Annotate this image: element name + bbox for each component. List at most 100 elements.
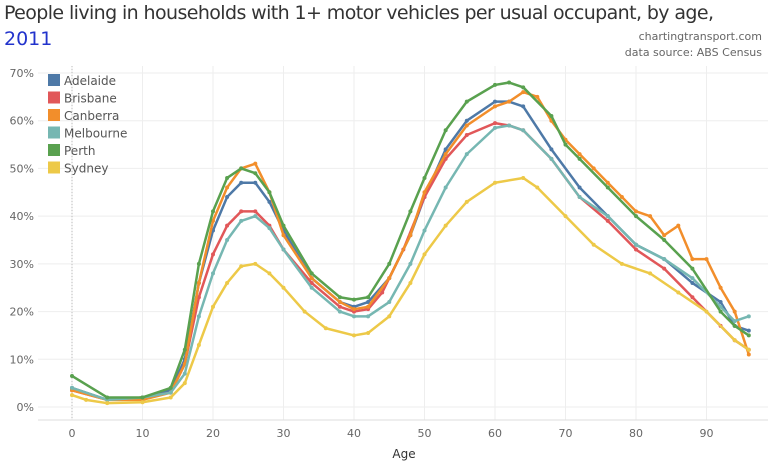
data-point [718,309,723,314]
data-point [352,333,356,338]
x-axis-label: Age [392,447,415,461]
data-point [211,252,215,257]
chart-title: People living in households with 1+ moto… [4,2,714,24]
y-tick-label: 10% [10,353,34,366]
data-point [634,242,638,247]
data-point [422,175,427,180]
x-tick-label: 50 [418,427,432,440]
series-line-canberra [71,90,750,402]
legend-label: Perth [64,144,95,158]
data-point [521,175,526,180]
data-point [521,90,526,95]
data-point [196,261,201,266]
x-tick-label: 70 [559,427,573,440]
data-point [225,280,230,285]
data-point [366,295,371,300]
data-point [443,185,448,190]
data-point [302,309,307,314]
series-line-perth [71,81,750,399]
data-point [563,142,568,147]
data-point [211,209,215,214]
data-point [211,218,215,223]
data-point [422,228,427,233]
data-point [366,331,371,336]
x-tick-label: 60 [488,427,502,440]
data-point [676,223,681,228]
data-point [366,304,371,309]
data-point [718,285,723,290]
data-point [634,214,638,219]
x-tick-label: 40 [347,427,361,440]
y-tick-label: 50% [10,162,34,175]
x-tick-label: 90 [700,427,714,440]
data-point [253,261,258,266]
data-point [746,347,751,352]
data-point [746,314,751,319]
y-tick-label: 20% [10,306,34,319]
data-point [267,199,272,204]
data-point [352,297,356,302]
data-point [619,195,624,200]
data-point [225,238,230,242]
x-tick-label: 10 [136,427,150,440]
data-point [746,328,751,333]
data-point [239,209,244,214]
data-point [443,147,448,152]
y-tick-label: 40% [10,210,34,223]
data-point [422,190,427,195]
data-point [535,94,540,99]
data-point [239,166,244,171]
data-point [225,195,230,200]
data-point [366,300,371,305]
data-point [168,395,173,400]
data-point [704,257,709,262]
data-point [577,156,582,161]
y-tick-label: 70% [10,67,34,80]
data-point [521,85,526,90]
data-point [648,214,653,219]
data-point [309,276,314,281]
data-point [352,307,356,312]
data-point [464,133,469,138]
data-point [746,352,751,357]
data-point [464,152,469,157]
data-point [634,209,638,214]
data-point [337,304,342,309]
data-point [281,247,286,252]
data-point [464,199,469,204]
data-point [253,214,258,219]
data-point [225,185,230,190]
data-point [168,390,173,395]
data-point [253,180,258,185]
data-point [105,401,110,406]
data-point [549,113,554,118]
data-point [309,271,314,276]
data-point [366,314,371,319]
data-point [577,185,582,190]
data-source: data source: ABS Census [624,46,762,59]
legend-swatch [48,91,60,104]
data-point [549,147,554,152]
data-point [464,123,469,128]
data-point [352,314,356,319]
data-point [648,271,653,276]
data-point [690,280,695,285]
data-point [70,393,74,398]
data-point [70,385,74,390]
data-point [239,264,244,269]
data-point [387,314,392,319]
data-point [443,152,448,157]
data-point [690,257,695,262]
data-point [225,223,230,228]
data-point [281,233,286,238]
data-point [281,223,286,228]
data-point [676,290,681,295]
data-point [140,395,145,400]
data-point [591,166,596,171]
data-point [211,304,215,309]
data-point [535,185,540,190]
data-point [662,233,667,238]
data-point [605,214,610,219]
data-point [443,128,448,133]
